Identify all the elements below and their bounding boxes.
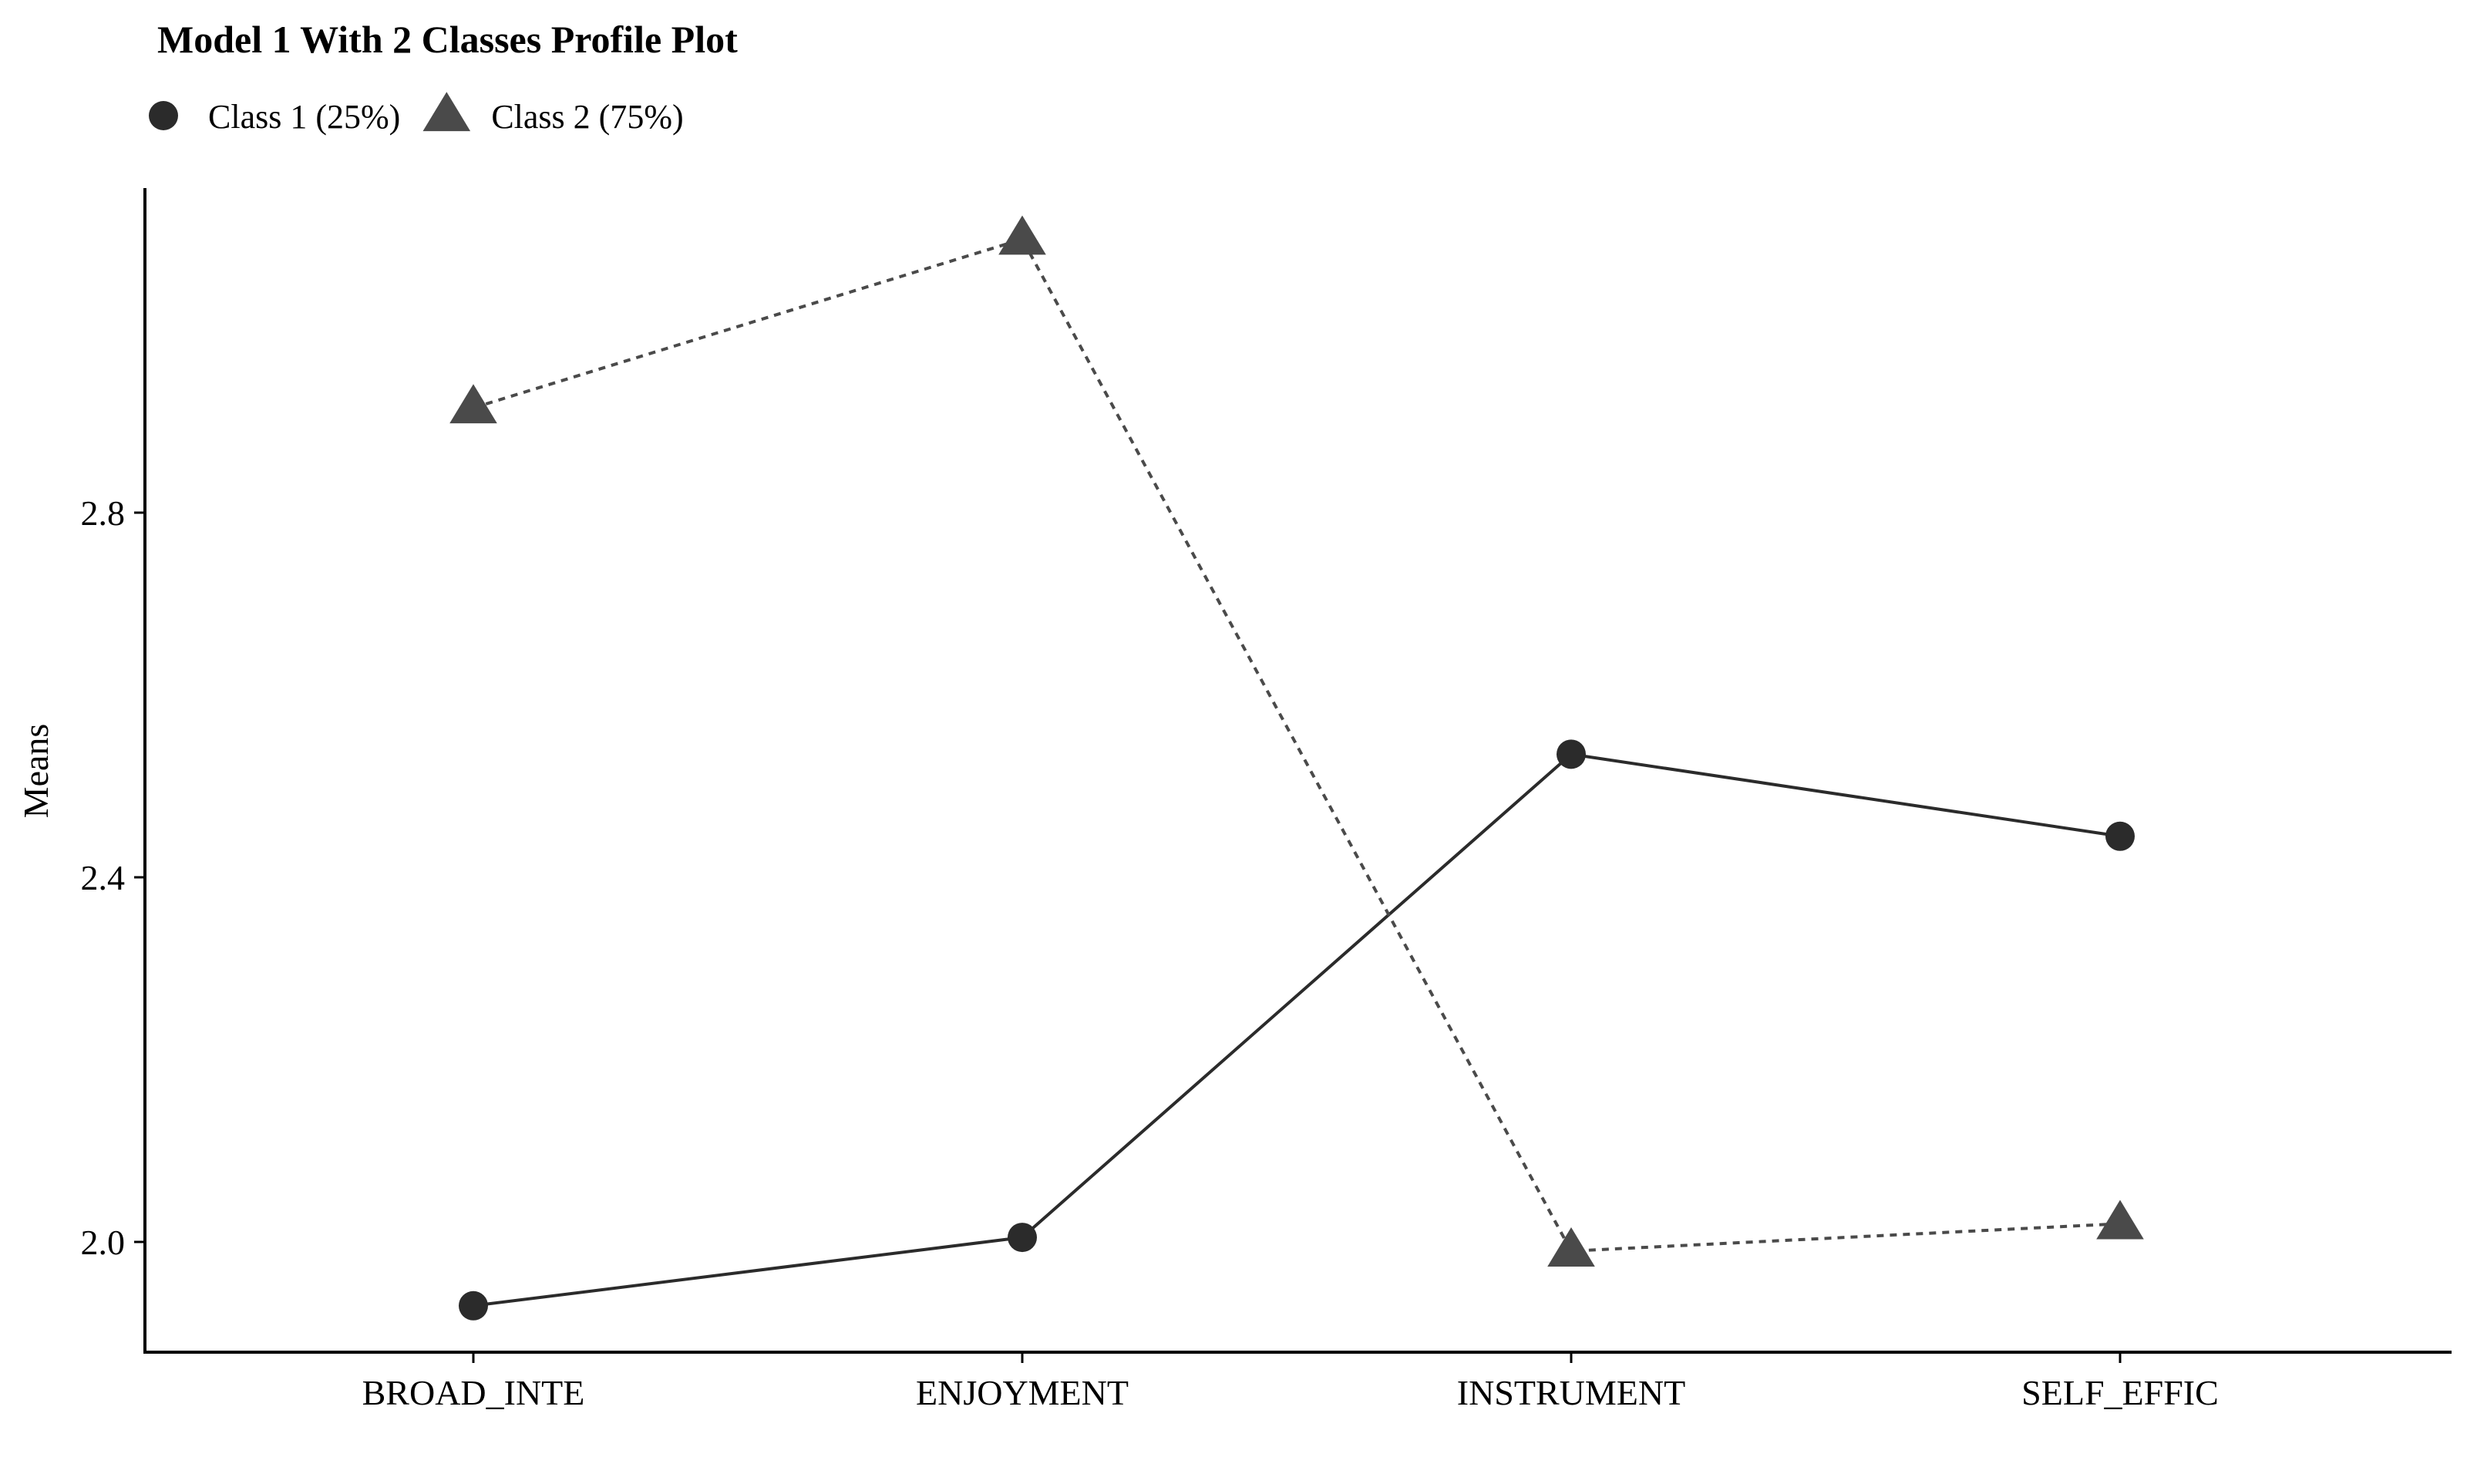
circle-point-class-1	[2105, 821, 2135, 851]
chart-title: Model 1 With 2 Classes Profile Plot	[157, 18, 738, 61]
legend-item-class-1: Class 1 (25%)	[149, 98, 400, 136]
triangle-point-class-2	[998, 215, 1046, 255]
legend-label: Class 2 (75%)	[491, 98, 683, 136]
y-axis-title: Means	[16, 724, 56, 819]
series-line-class-2	[473, 237, 2121, 1253]
series-line-class-1	[473, 752, 2121, 1307]
triangle-point-class-2	[1547, 1227, 1595, 1267]
x-tick-label: BROAD_INTE	[362, 1373, 585, 1412]
series-lines	[473, 237, 2121, 1307]
legend: Class 1 (25%) Class 2 (75%)	[149, 92, 684, 136]
legend-item-class-2: Class 2 (75%)	[422, 92, 684, 136]
legend-label: Class 1 (25%)	[208, 98, 400, 136]
legend-circle-icon	[149, 101, 178, 130]
x-tick-label: SELF_EFFIC	[2021, 1373, 2219, 1412]
circle-point-class-1	[1008, 1223, 1037, 1253]
x-tick-label: ENJOYMENT	[916, 1373, 1129, 1412]
y-tick-label: 2.4	[81, 858, 126, 897]
triangle-point-class-2	[2096, 1200, 2144, 1240]
x-tick-label: INSTRUMENT	[1457, 1373, 1685, 1412]
y-tick-label: 2.0	[81, 1223, 126, 1262]
circle-point-class-1	[1557, 739, 1586, 769]
triangle-point-class-2	[449, 384, 497, 424]
y-ticks: 2.0 2.4 2.8	[81, 493, 145, 1262]
axes	[143, 188, 2452, 1354]
legend-triangle-icon	[422, 92, 471, 132]
y-tick-label: 2.8	[81, 493, 126, 533]
x-ticks: BROAD_INTE ENJOYMENT INSTRUMENT SELF_EFFIC	[362, 1352, 2219, 1412]
series-markers	[449, 215, 2144, 1321]
circle-point-class-1	[459, 1291, 488, 1321]
